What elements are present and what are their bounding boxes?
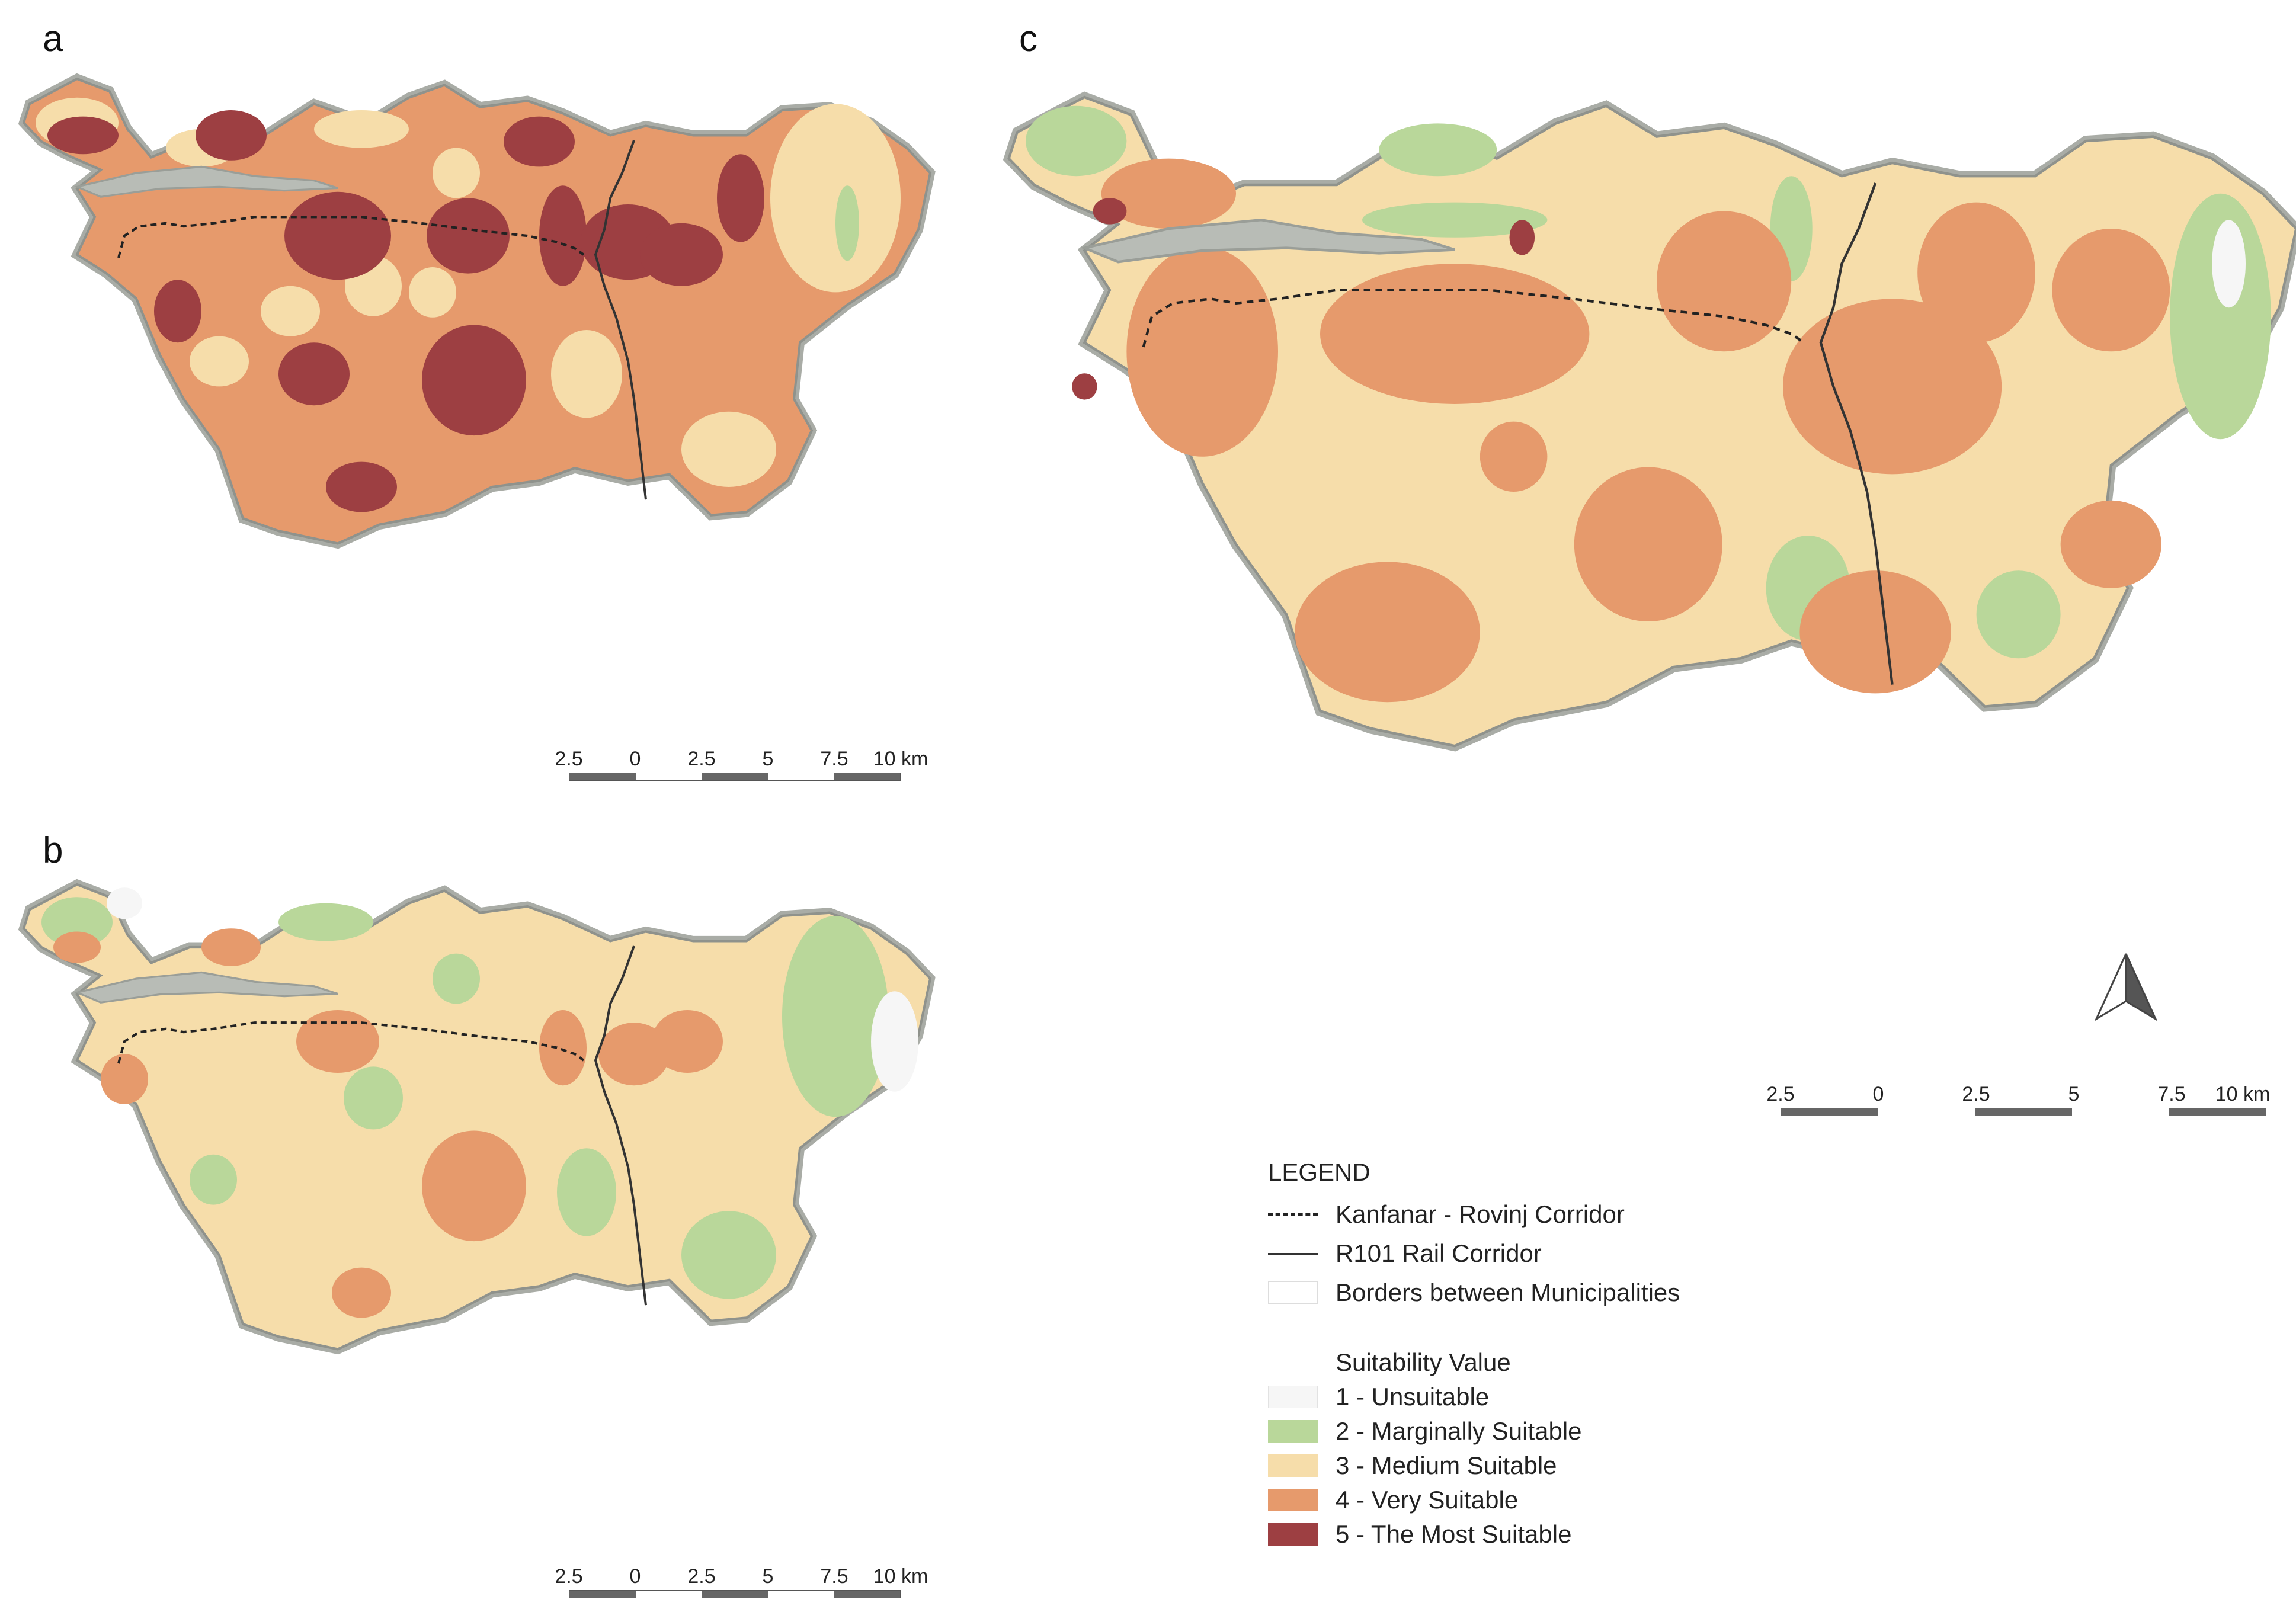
panel-label-c: c	[1019, 18, 1037, 59]
color-swatch	[1268, 1489, 1318, 1511]
scale-label: 10 km	[873, 748, 928, 770]
map-panel-c: c	[995, 0, 2296, 1126]
legend-item-borders: Borders between Municipalities	[1268, 1278, 1680, 1307]
legend-class-4: 4 - Very Suitable	[1268, 1485, 1518, 1515]
color-swatch	[1268, 1454, 1318, 1477]
legend-label: Kanfanar - Rovinj Corridor	[1336, 1200, 1625, 1228]
map-panel-a: a	[0, 0, 972, 794]
suitability-title: Suitability Value	[1336, 1348, 1511, 1376]
scale-label: 0	[629, 1565, 641, 1588]
scale-label: 5	[762, 748, 774, 770]
scale-label: 0	[1872, 1083, 1884, 1105]
scale-label: 7.5	[820, 748, 848, 770]
scale-bar-b: 2.5 0 2.5 5 7.5 10 km	[555, 1565, 928, 1601]
scale-label: 2.5	[687, 748, 716, 770]
suitability-map-b	[0, 818, 972, 1609]
color-swatch	[1268, 1386, 1318, 1408]
legend-class-2: 2 - Marginally Suitable	[1268, 1416, 1582, 1446]
legend-label: 2 - Marginally Suitable	[1336, 1417, 1582, 1445]
scale-label: 2.5	[555, 748, 583, 770]
north-arrow-icon	[2094, 953, 2158, 1021]
legend-class-3: 3 - Medium Suitable	[1268, 1451, 1557, 1480]
legend-item-rail: R101 Rail Corridor	[1268, 1239, 1542, 1268]
scale-label: 5	[2068, 1083, 2080, 1105]
dashed-line-icon	[1268, 1213, 1318, 1216]
suitability-map-a	[0, 0, 972, 794]
scale-label: 2.5	[1766, 1083, 1795, 1105]
border-swatch-icon	[1268, 1281, 1318, 1304]
legend: LEGEND Kanfanar - Rovinj Corridor R101 R…	[1268, 1158, 1920, 1573]
scale-label: 5	[762, 1565, 774, 1588]
scale-label: 2.5	[687, 1565, 716, 1588]
scale-label: 2.5	[555, 1565, 583, 1588]
solid-line-icon	[1268, 1252, 1318, 1255]
legend-class-1: 1 - Unsuitable	[1268, 1382, 1489, 1412]
legend-label: R101 Rail Corridor	[1336, 1239, 1542, 1267]
scale-label: 0	[629, 748, 641, 770]
color-swatch	[1268, 1420, 1318, 1443]
legend-label: 5 - The Most Suitable	[1336, 1520, 1572, 1548]
scale-label: 7.5	[820, 1565, 848, 1588]
legend-label: 3 - Medium Suitable	[1336, 1451, 1557, 1479]
legend-title: LEGEND	[1268, 1158, 1370, 1186]
scale-bar-a: 2.5 0 2.5 5 7.5 10 km	[555, 748, 928, 783]
scale-label: 7.5	[2157, 1083, 2186, 1105]
legend-item-corridor: Kanfanar - Rovinj Corridor	[1268, 1200, 1625, 1229]
scale-label: 10 km	[2215, 1083, 2271, 1105]
scale-label: 2.5	[1962, 1083, 1990, 1105]
panel-label-a: a	[43, 18, 63, 59]
color-swatch	[1268, 1523, 1318, 1546]
map-panel-b: b	[0, 818, 972, 1609]
suitability-map-c	[995, 0, 2296, 1021]
legend-label: Borders between Municipalities	[1336, 1278, 1680, 1306]
legend-label: 4 - Very Suitable	[1336, 1486, 1519, 1514]
scale-label: 10 km	[873, 1565, 928, 1588]
legend-label: 1 - Unsuitable	[1336, 1383, 1490, 1411]
panel-label-b: b	[43, 830, 63, 871]
legend-class-5: 5 - The Most Suitable	[1268, 1520, 1571, 1549]
scale-bar-c: 2.5 0 2.5 5 7.5 10 km	[1766, 1083, 2270, 1118]
